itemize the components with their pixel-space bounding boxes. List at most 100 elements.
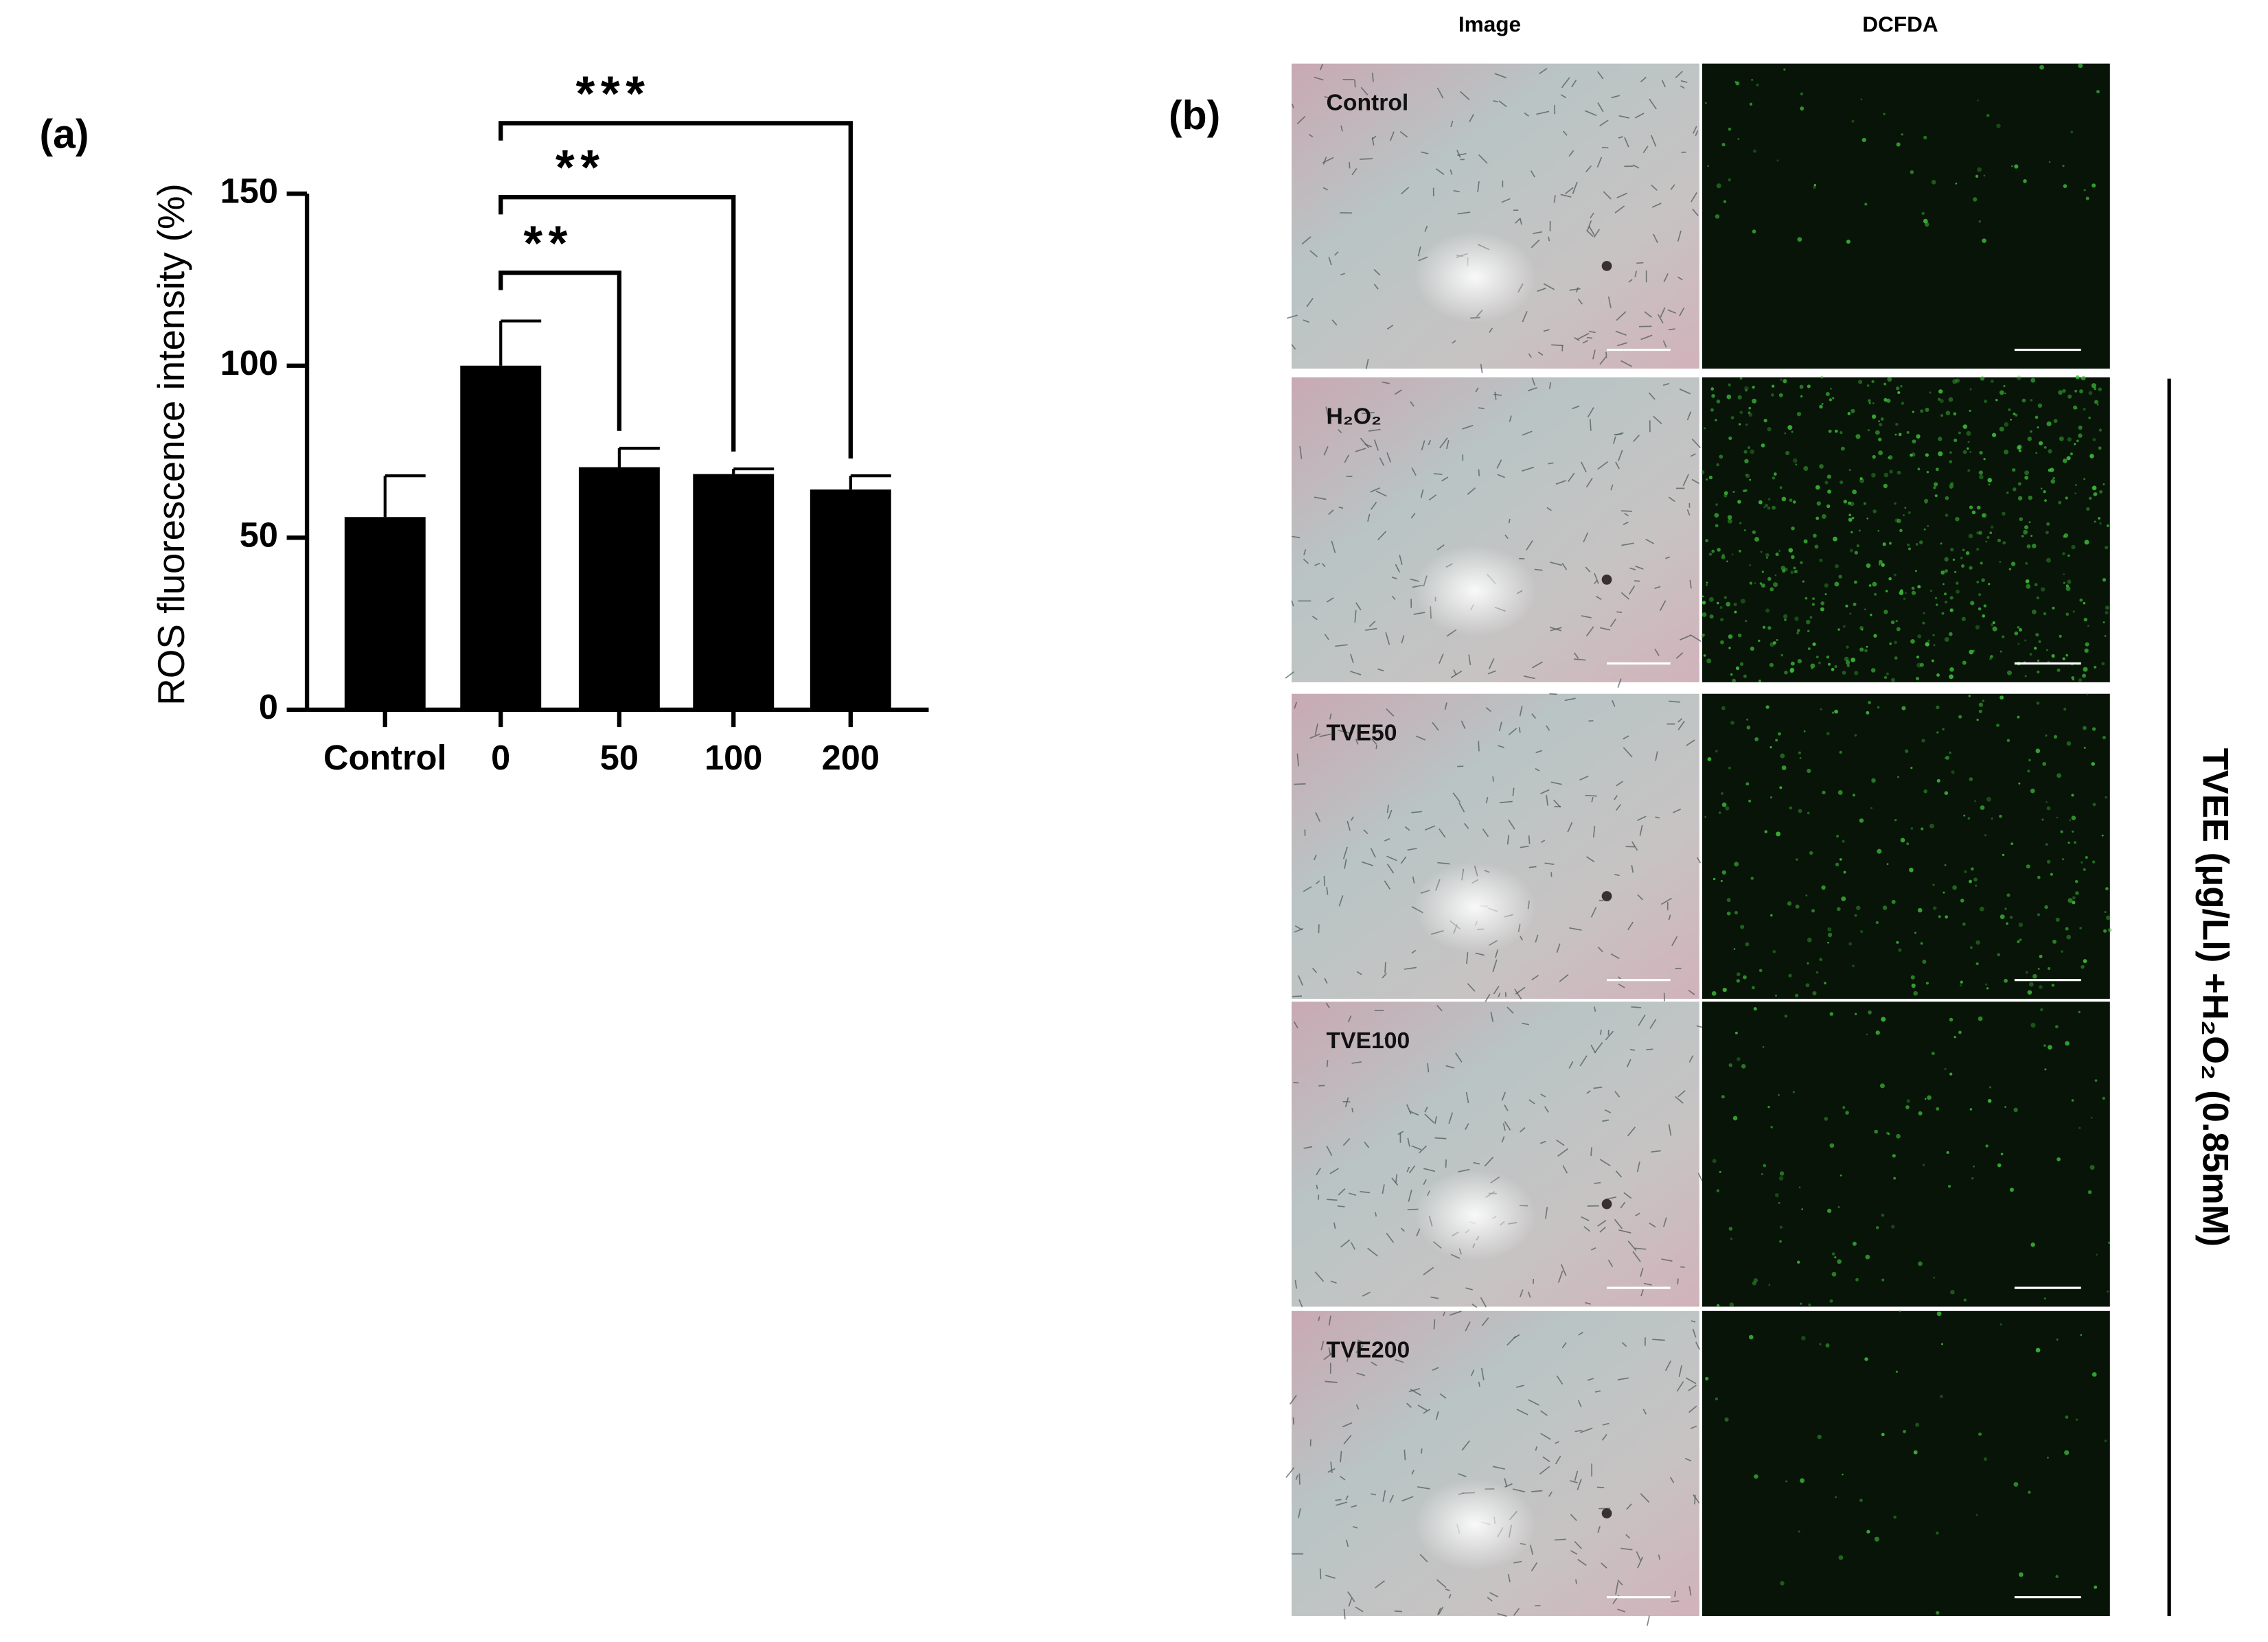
fluorescent-cell	[2002, 511, 2006, 516]
fluorescent-cell	[1999, 560, 2002, 563]
fluorescent-cell	[2043, 490, 2046, 494]
fluorescent-cell	[2043, 446, 2047, 449]
fluorescent-cell	[2021, 398, 2026, 403]
fluorescent-cell	[2092, 1372, 2097, 1377]
fluorescent-cell	[1791, 555, 1795, 559]
fluorescent-cell	[2062, 165, 2065, 167]
fluorescent-cell	[1818, 661, 1821, 664]
fluorescent-cell	[1843, 499, 1848, 504]
fluorescent-cell	[2078, 433, 2083, 438]
fluorescent-cell	[1743, 975, 1747, 980]
fluorescent-cell	[1978, 702, 1984, 707]
fluorescent-cell	[1885, 590, 1888, 592]
fluorescent-cell	[1916, 656, 1920, 659]
fluorescent-cell	[1706, 584, 1708, 586]
fluorescent-cell	[2040, 487, 2043, 490]
fluorescent-cell	[1840, 480, 1844, 485]
fluorescent-cell	[1881, 1213, 1885, 1217]
fluorescent-cell	[1989, 657, 1992, 660]
fluorescent-cell	[1752, 229, 1756, 234]
fluorescent-cell	[1807, 647, 1811, 651]
fluorescent-cell	[1826, 504, 1831, 509]
fluorescent-cell	[1767, 498, 1771, 501]
fluorescent-cell	[1980, 562, 1983, 565]
fluorescent-cell	[2037, 875, 2041, 879]
fluorescent-cell	[1723, 491, 1728, 496]
fluorescent-cell	[1938, 915, 1941, 918]
fluorescent-cell	[1819, 464, 1824, 469]
fluorescent-cell	[1918, 1111, 1923, 1115]
fluorescent-cell	[1785, 1480, 1787, 1483]
fluorescent-cell	[1772, 641, 1776, 645]
fluorescent-cell	[1826, 474, 1832, 479]
fluorescent-cell	[1774, 574, 1777, 577]
fluorescent-cell	[1706, 658, 1712, 664]
x-tick-label: 100	[705, 738, 762, 777]
fluorescent-cell	[1745, 619, 1748, 623]
fluorescent-cell	[1834, 665, 1837, 669]
fluorescent-cell	[1717, 1304, 1720, 1308]
fluorescent-cell	[2035, 633, 2039, 637]
fluorescent-cell	[1933, 482, 1938, 487]
fluorescent-cell	[2024, 675, 2027, 678]
fluorescent-cell	[2092, 860, 2096, 864]
fluorescent-cell	[1837, 1206, 1840, 1208]
fluorescent-cell	[2083, 478, 2086, 481]
fluorescent-cell	[1805, 894, 1808, 897]
fluorescent-cell	[2017, 444, 2022, 450]
fluorescent-cell	[1700, 634, 1704, 638]
fluorescent-cell	[1909, 867, 1914, 872]
fluorescent-cell	[1767, 626, 1772, 630]
fluorescent-cell	[2087, 625, 2089, 627]
fluorescent-cell	[1836, 835, 1840, 838]
fluorescent-cell	[1969, 388, 1972, 391]
fluorescent-cell	[2050, 872, 2053, 876]
fluorescent-cell	[1827, 927, 1832, 932]
fluorescent-cell	[1990, 379, 1994, 383]
fluorescent-cell	[1985, 1144, 1989, 1148]
fluorescent-cell	[1875, 1226, 1879, 1229]
fluorescent-cell	[1715, 524, 1719, 528]
fluorescent-cell	[1775, 552, 1779, 557]
fluorescent-cell	[2046, 649, 2048, 651]
fluorescent-cell	[1723, 200, 1727, 203]
fluorescent-cell	[1897, 470, 1901, 475]
fluorescent-cell	[1849, 612, 1852, 615]
fluorescent-cell	[1932, 634, 1935, 636]
fluorescent-cell	[1978, 220, 1981, 223]
fluorescent-cell	[2081, 861, 2083, 864]
fluorescent-cell	[1954, 570, 1957, 573]
fluorescent-cell	[1744, 529, 1746, 531]
fluorescent-cell	[2031, 544, 2037, 548]
fluorescent-cell	[1982, 614, 1986, 618]
fluorescent-cell	[2088, 391, 2093, 395]
fluorescent-cell	[1848, 518, 1853, 522]
fluorescent-cell	[1715, 214, 1720, 219]
fluorescence-image	[1702, 1310, 2110, 1617]
fluorescent-cell	[1732, 1115, 1738, 1121]
fluorescent-cell	[1848, 412, 1851, 415]
fluorescent-cell	[1999, 390, 2004, 395]
fluorescent-cell	[2004, 449, 2009, 454]
fluorescent-cell	[2103, 621, 2105, 624]
fluorescent-cell	[1787, 425, 1793, 430]
fluorescent-cell	[1761, 570, 1765, 573]
fluorescent-cell	[1878, 450, 1883, 456]
fluorescent-cell	[1797, 237, 1802, 242]
fluorescent-cell	[1881, 1278, 1885, 1282]
fluorescent-cell	[2019, 517, 2023, 522]
fluorescent-cell	[2086, 507, 2090, 511]
fluorescent-cell	[2099, 489, 2103, 494]
fluorescent-cell	[1893, 573, 1897, 577]
fluorescent-cell	[1980, 805, 1985, 810]
fluorescent-cell	[1877, 706, 1880, 709]
fluorescent-cell	[2039, 65, 2044, 70]
fluorescent-cell	[2079, 389, 2083, 394]
fluorescent-cell	[1815, 971, 1819, 974]
fluorescent-cell	[1940, 414, 1944, 417]
fluorescent-cell	[2052, 606, 2055, 610]
fluorescent-cell	[2002, 635, 2005, 638]
fluorescent-cell	[1883, 675, 1888, 680]
fluorescent-cell	[1933, 644, 1936, 647]
fluorescent-cell	[2039, 954, 2043, 958]
